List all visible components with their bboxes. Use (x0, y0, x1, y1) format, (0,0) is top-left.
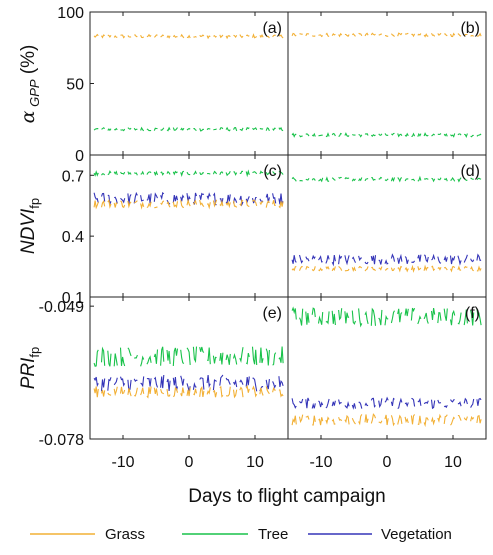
x-tick-label-col0-2: 10 (246, 454, 264, 471)
legend: Grass Tree Vegetation (30, 526, 452, 543)
y-tick-label-a-1: 50 (66, 77, 84, 94)
y-tick-label-c-1: 0.4 (62, 229, 84, 246)
series-tree-line-f (291, 306, 482, 328)
y-tick-label-a-0: 0 (75, 148, 84, 165)
series-tree-line-a (93, 126, 284, 132)
panel-label-a: (a) (262, 20, 282, 37)
series-grass-line-b (291, 32, 482, 38)
series-vegetation-line-d (291, 253, 482, 267)
y-tick-label-a-2: 100 (57, 5, 84, 22)
x-tick-label-col1-0: -10 (309, 454, 332, 471)
panel-label-f: (f) (465, 305, 480, 322)
panel-frame-d (287, 154, 487, 298)
series-grass-line-f (291, 413, 482, 428)
y-tick-label-e-0: -0.078 (39, 432, 84, 449)
series-vegetation-line-f (291, 396, 482, 410)
y-tick-label-e-1: -0.049 (39, 299, 84, 316)
series-grass-line-d (291, 264, 482, 273)
x-tick-label-col1-2: 10 (444, 454, 462, 471)
panel-frame-e (89, 296, 289, 440)
series-tree-line-e (93, 346, 284, 367)
legend-vegetation-label: Vegetation (381, 526, 452, 543)
legend-tree-label: Tree (258, 526, 288, 543)
panel-label-c: (c) (263, 163, 282, 180)
series-tree-line-c (93, 169, 284, 178)
series-tree-line-b (291, 132, 482, 138)
panel-label-d: (d) (460, 163, 480, 180)
series-grass-line-a (93, 33, 284, 40)
y-axis-label-alpha-gpp: α GPP (%) (17, 45, 42, 124)
panel-frame-c (89, 154, 289, 298)
panel-label-e: (e) (262, 305, 282, 322)
x-tick-label-col1-1: 0 (383, 454, 392, 471)
x-tick-label-col0-1: 0 (185, 454, 194, 471)
x-axis-label: Days to flight campaign (188, 486, 386, 507)
panel-frame-b (287, 11, 487, 156)
y-axis-label-ndvi: NDVIfp (18, 198, 42, 254)
y-tick-label-c-0: 0.1 (62, 290, 84, 307)
y-axis-label-pri: PRIfp (18, 347, 42, 390)
series-grass-line-e (93, 384, 284, 399)
series-grass-line-c (93, 198, 284, 210)
legend-grass-label: Grass (105, 526, 145, 543)
series-vegetation-line-e (93, 374, 284, 393)
y-tick-label-c-2: 0.7 (62, 168, 84, 185)
x-tick-label-col0-0: -10 (111, 454, 134, 471)
panel-label-b: (b) (460, 20, 480, 37)
panel-frame-a (89, 11, 289, 156)
series-tree-line-d (291, 175, 482, 183)
